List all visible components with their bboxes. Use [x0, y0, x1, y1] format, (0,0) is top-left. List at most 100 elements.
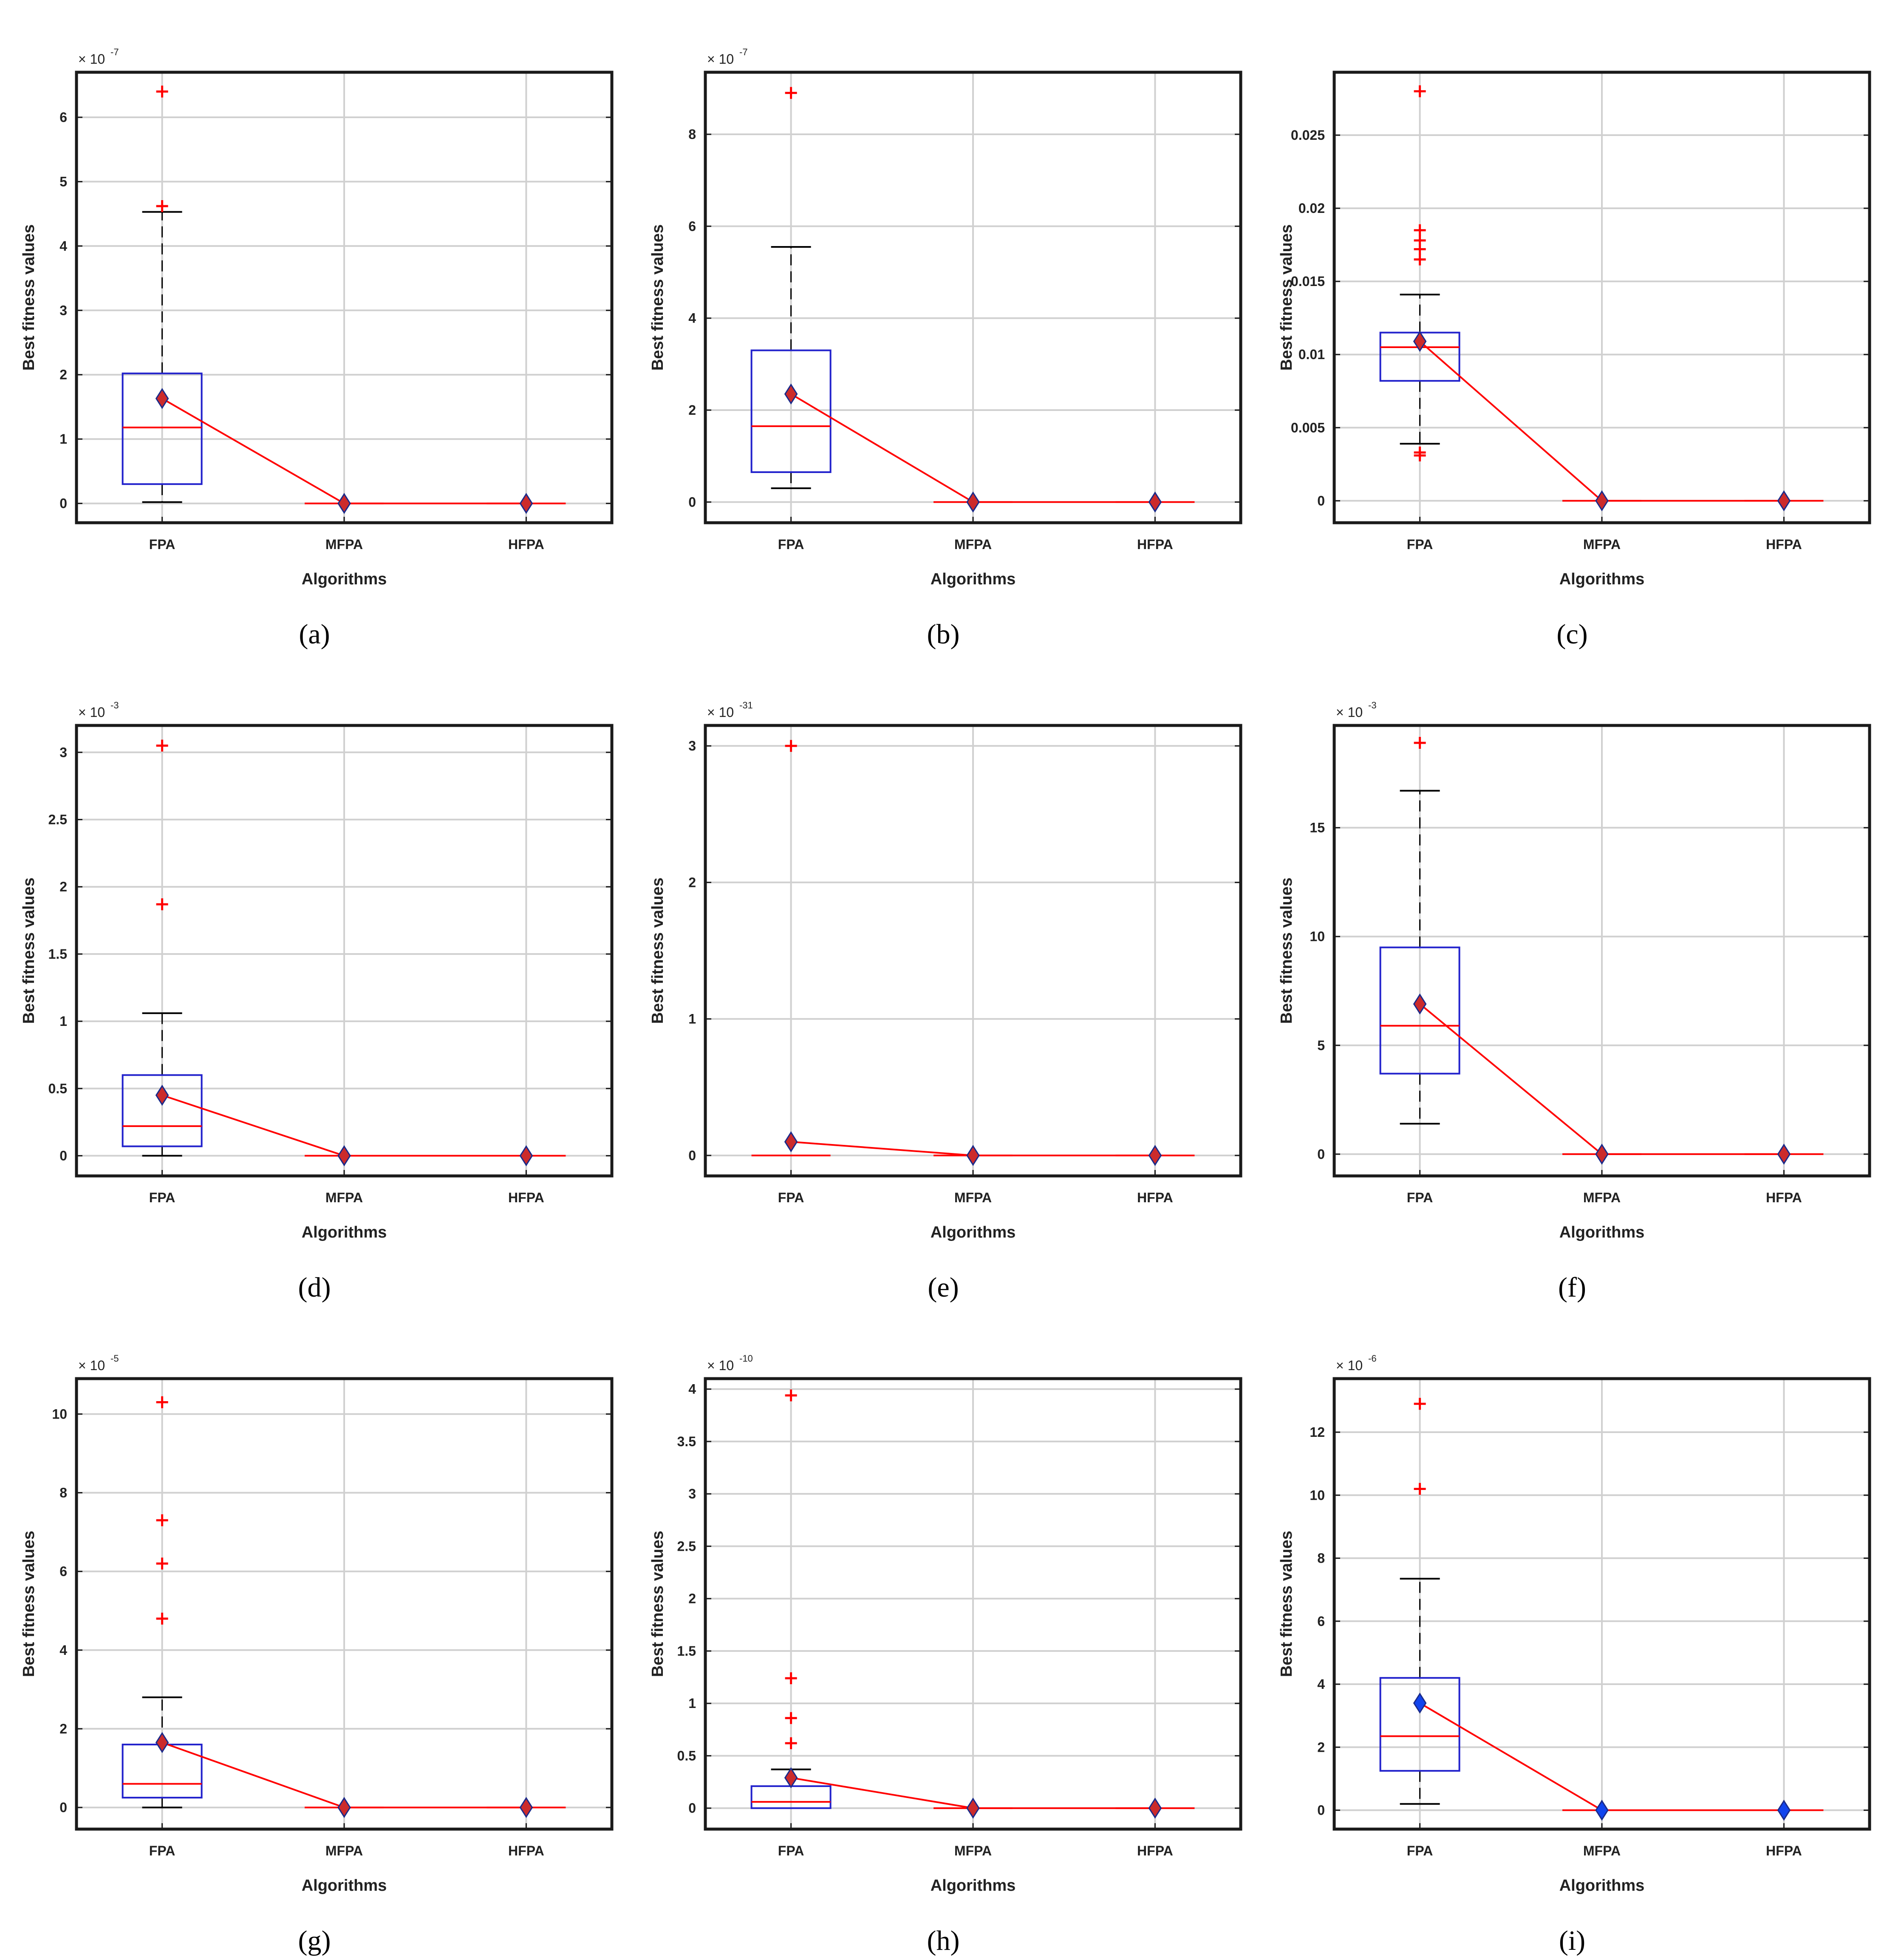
y-tick-label: 8: [1317, 1551, 1325, 1566]
mean-marker: [784, 1767, 798, 1789]
outlier-marker: [1414, 234, 1426, 246]
y-tick-label: 6: [1317, 1614, 1325, 1629]
plot-frame: [1332, 71, 1871, 524]
y-axis-label: Best fitness values: [20, 224, 38, 371]
y-tick-label: 8: [688, 127, 696, 142]
y-tick-label: 4: [688, 1382, 696, 1397]
exponent-power: -7: [110, 47, 119, 57]
outlier-marker: [785, 1712, 797, 1724]
panel-caption: (c): [1556, 619, 1588, 650]
mean-marker: [337, 1797, 351, 1818]
y-tick-label: 10: [1310, 929, 1325, 944]
outlier-marker: [1414, 1483, 1426, 1495]
mean-marker: [155, 388, 169, 409]
x-tick-label: HFPA: [508, 537, 544, 552]
mean-marker: [1595, 1143, 1609, 1165]
y-axis-label: Best fitness values: [649, 224, 667, 371]
mean-marker: [784, 1131, 798, 1153]
outlier-marker: [156, 898, 168, 910]
exponent-multiplier: × 10 -31: [707, 700, 753, 720]
boxplot-g: 0 2 4 6 8 10 FPA MFPA HFPA Algorithms Best fitness…: [20, 1353, 614, 1895]
y-tick-label: 5: [59, 174, 67, 189]
exponent-multiplier: × 10 -3: [1336, 700, 1377, 720]
y-tick-label: 3: [59, 745, 67, 760]
x-tick-label: HFPA: [1766, 1190, 1802, 1205]
x-axis-label: Algorithms: [1559, 570, 1645, 588]
y-tick-label: 10: [1310, 1487, 1325, 1503]
y-tick-label: 1: [59, 431, 67, 447]
y-tick-label: 4: [688, 311, 696, 326]
mean-marker: [337, 493, 351, 514]
y-tick-label: 0.025: [1291, 127, 1325, 143]
mean-marker: [519, 1145, 533, 1167]
panel-f: 0 5 10 15 FPA MFPA HFPA Algorithms Best fitness …: [1258, 653, 1887, 1306]
outlier-marker: [156, 1612, 168, 1625]
x-tick-label: MFPA: [954, 1843, 992, 1858]
exponent-base: × 10: [1336, 1358, 1363, 1373]
y-tick-label: 15: [1310, 820, 1325, 836]
plot-frame: [704, 724, 1242, 1178]
x-tick-label: MFPA: [325, 1843, 363, 1858]
exponent-power: -3: [1368, 700, 1377, 711]
outlier-marker: [1414, 85, 1426, 97]
outlier-marker: [1414, 1398, 1426, 1410]
boxplot-h: 0 0.5 1 1.5 2 2.5 3 3.5 4 FPA MFPA HFPA Algorithms Be…: [649, 1353, 1242, 1895]
outlier-marker: [156, 1514, 168, 1527]
exponent-base: × 10: [78, 51, 105, 67]
plot-frame: [75, 1377, 614, 1831]
y-axis-label: Best fitness values: [649, 878, 667, 1024]
outlier-marker: [785, 87, 797, 99]
plot-frame: [75, 71, 614, 524]
mean-marker: [1595, 490, 1609, 512]
x-tick-label: HFPA: [1766, 1843, 1802, 1858]
y-tick-label: 0.5: [677, 1748, 696, 1763]
y-tick-label: 6: [688, 218, 696, 234]
y-tick-label: 2.5: [48, 812, 67, 827]
exponent-power: -6: [1368, 1353, 1377, 1364]
mean-marker: [519, 1797, 533, 1818]
y-tick-label: 12: [1310, 1425, 1325, 1440]
plot-frame: [704, 71, 1242, 524]
panel-e: 0 1 2 3 FPA MFPA HFPA Algorithms Best fitness va…: [629, 653, 1258, 1306]
y-tick-label: 4: [59, 1643, 67, 1658]
x-tick-label: HFPA: [1137, 537, 1173, 552]
iqr-box: [122, 1074, 203, 1147]
y-axis-label: Best fitness values: [1278, 224, 1296, 371]
iqr-box: [1379, 946, 1460, 1075]
exponent-multiplier: × 10 -3: [78, 700, 119, 720]
y-tick-label: 0.01: [1299, 347, 1325, 362]
x-tick-label: FPA: [778, 537, 804, 552]
boxplot-e: 0 1 2 3 FPA MFPA HFPA Algorithms Best fitness va…: [649, 700, 1242, 1241]
exponent-power: -7: [739, 47, 748, 57]
plot-frame: [1332, 1377, 1871, 1831]
y-tick-label: 2: [688, 402, 696, 418]
exponent-multiplier: × 10 -10: [707, 1353, 753, 1373]
panel-caption: (g): [298, 1925, 331, 1956]
y-tick-label: 3: [59, 303, 67, 318]
outlier-marker: [1414, 736, 1426, 749]
mean-marker: [1777, 1143, 1791, 1165]
mean-marker: [1413, 993, 1427, 1015]
mean-marker: [1148, 491, 1162, 513]
mean-marker: [1148, 1145, 1162, 1166]
y-tick-label: 4: [59, 238, 67, 254]
panel-c: 0 0.005 0.01 0.015 0.02 0.025 FPA MFPA HFPA Algor…: [1258, 0, 1887, 653]
plot-frame: [704, 1377, 1242, 1831]
y-tick-label: 1: [688, 1696, 696, 1711]
panel-h: 0 0.5 1 1.5 2 2.5 3 3.5 4 FPA MFPA HFPA Algorithms Be…: [629, 1306, 1258, 1960]
y-tick-label: 1: [59, 1014, 67, 1029]
y-tick-label: 0: [1317, 1147, 1325, 1162]
exponent-power: -5: [110, 1353, 119, 1364]
y-tick-label: 1.5: [48, 946, 67, 962]
exponent-base: × 10: [707, 51, 734, 67]
exponent-power: -10: [739, 1353, 753, 1364]
y-tick-label: 2: [1317, 1739, 1325, 1755]
x-axis-label: Algorithms: [931, 1224, 1016, 1241]
mean-marker: [1413, 1692, 1427, 1714]
x-tick-label: HFPA: [508, 1190, 544, 1205]
y-tick-label: 6: [59, 1564, 67, 1579]
y-tick-label: 0: [59, 1148, 67, 1164]
boxplot-c: 0 0.005 0.01 0.015 0.02 0.025 FPA MFPA HFPA Algor…: [1278, 71, 1871, 588]
x-tick-label: FPA: [1407, 1843, 1433, 1858]
mean-marker: [784, 383, 798, 405]
